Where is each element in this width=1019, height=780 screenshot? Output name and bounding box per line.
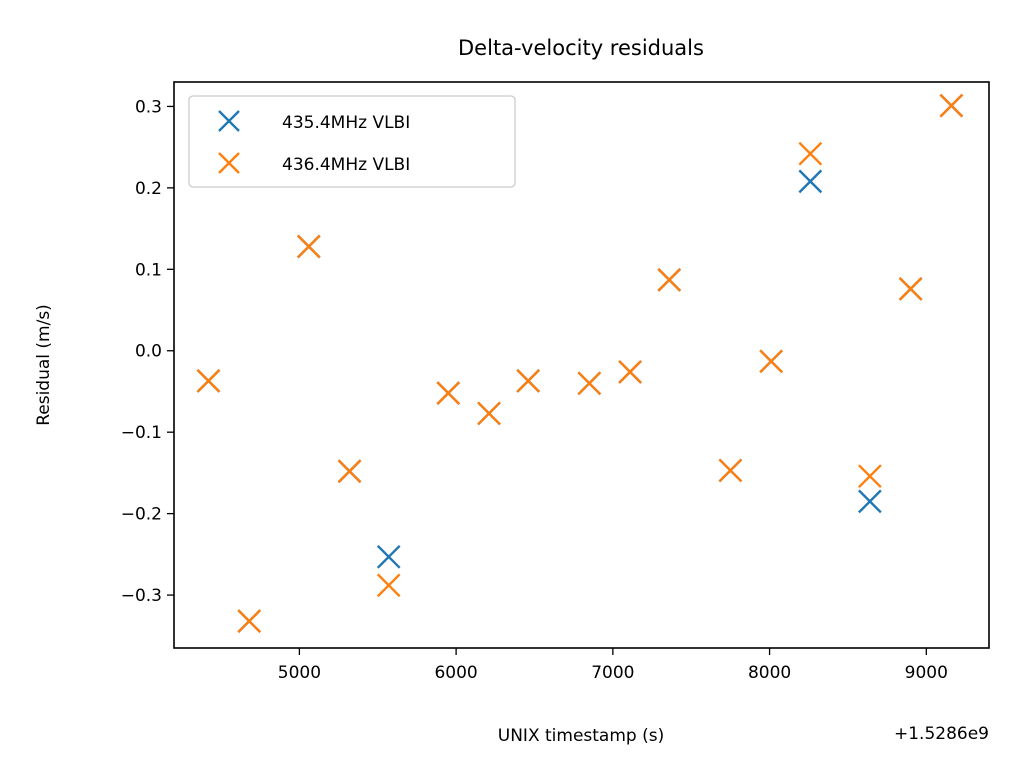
x-tick-label: 5000: [278, 663, 321, 683]
chart-title: Delta-velocity residuals: [458, 36, 704, 60]
y-tick-label: 0.0: [135, 342, 162, 362]
legend-label-series-1: 435.4MHz VLBI: [282, 113, 410, 133]
x-tick-label: 7000: [591, 663, 634, 683]
y-tick-label: 0.3: [135, 97, 162, 117]
y-tick-label: −0.3: [121, 586, 162, 606]
y-tick-label: −0.1: [121, 423, 162, 443]
x-tick-label: 8000: [748, 663, 791, 683]
x-axis-label: UNIX timestamp (s): [498, 726, 664, 746]
legend-label-series-2: 436.4MHz VLBI: [282, 155, 410, 175]
y-axis-label: Residual (m/s): [34, 304, 54, 426]
x-tick-label: 9000: [905, 663, 948, 683]
x-tick-label: 6000: [434, 663, 477, 683]
y-tick-label: 0.1: [135, 260, 162, 280]
y-tick-label: 0.2: [135, 179, 162, 199]
y-tick-label: −0.2: [121, 505, 162, 525]
legend: 435.4MHz VLBI 436.4MHz VLBI: [189, 96, 515, 187]
x-offset-label: +1.5286e9: [894, 724, 989, 744]
